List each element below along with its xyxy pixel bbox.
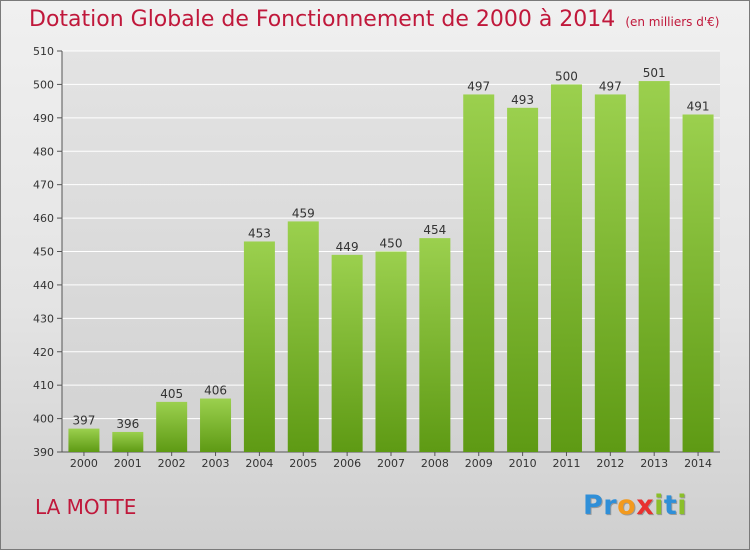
bar-2014 [682,114,714,452]
y-tick-label: 470 [33,179,54,192]
y-tick-label: 420 [33,346,54,359]
data-labels: 397 396 405 406 453 459 449 450 454 497 493 500 497 5… [72,66,709,431]
bar-2008 [419,238,451,452]
chart-title: Dotation Globale de Fonctionnement de 20… [29,7,719,32]
x-tick-label: 2011 [552,457,580,470]
logo-letter: o [617,490,637,521]
bar-2009 [463,94,495,453]
y-tick-label: 430 [33,312,54,325]
bar-2006 [331,254,363,452]
logo-letter: x [636,490,655,521]
x-tick-label: 2001 [114,457,142,470]
data-label: 454 [423,223,446,237]
x-tick-label: 2006 [333,457,361,470]
x-tick-label: 2005 [289,457,317,470]
logo-letter: P [583,490,604,521]
bar-2001 [112,431,144,452]
y-tick-label: 440 [33,279,54,292]
x-tick-label: 2014 [684,457,712,470]
logo-letter: i [677,490,688,521]
logo-letter: t [663,490,678,521]
bar-2011 [550,84,582,453]
bar-2003 [200,398,232,452]
y-tick-label: 400 [33,413,54,426]
bars [68,81,714,453]
town-name: LA MOTTE [35,495,137,519]
y-tick-label: 410 [33,379,54,392]
x-tick-label: 2007 [377,457,405,470]
data-label: 459 [292,206,315,220]
bar-2007 [375,251,407,452]
x-tick-label: 2013 [640,457,668,470]
x-tick-label: 2002 [158,457,186,470]
y-tick-label: 510 [33,45,54,58]
y-tick-label: 390 [33,446,54,459]
data-label: 491 [687,99,710,113]
y-tick-label: 490 [33,112,54,125]
x-tick-label: 2012 [596,457,624,470]
x-tick-label: 2003 [202,457,230,470]
data-label: 397 [72,414,95,428]
data-label: 453 [248,226,271,240]
logo-letter: i [654,490,664,521]
data-label: 450 [380,237,403,251]
bar-2012 [594,94,626,453]
chart-title-text: Dotation Globale de Fonctionnement de 20… [29,7,616,32]
x-tick-label: 2010 [509,457,537,470]
proxiti-logo: Proxiti [583,490,687,521]
bar-2005 [287,221,319,452]
logo-letter: r [603,490,618,521]
data-label: 449 [336,240,359,254]
bar-2000 [68,428,100,452]
x-tick-label: 2009 [465,457,493,470]
data-label: 500 [555,69,578,83]
x-tick-label: 2000 [70,457,98,470]
data-label: 501 [643,66,666,80]
bar-2010 [507,107,539,452]
bar-2004 [243,241,275,452]
data-label: 396 [116,417,139,431]
y-tick-label: 480 [33,145,54,158]
y-tick-label: 500 [33,78,54,91]
chart-unit: (en milliers d'€) [625,15,720,29]
bar-2013 [638,81,670,452]
axes: 390 400 410 420 430 440 450 460 470 480 490 500 510 2… [33,45,720,470]
y-tick-label: 460 [33,212,54,225]
x-tick-label: 2004 [245,457,273,470]
bar-2002 [156,401,188,452]
data-label: 497 [467,79,490,93]
y-tick-label: 450 [33,246,54,259]
x-tick-label: 2008 [421,457,449,470]
data-label: 497 [599,79,622,93]
data-label: 406 [204,384,227,398]
data-label: 405 [160,387,183,401]
data-label: 493 [511,93,534,107]
